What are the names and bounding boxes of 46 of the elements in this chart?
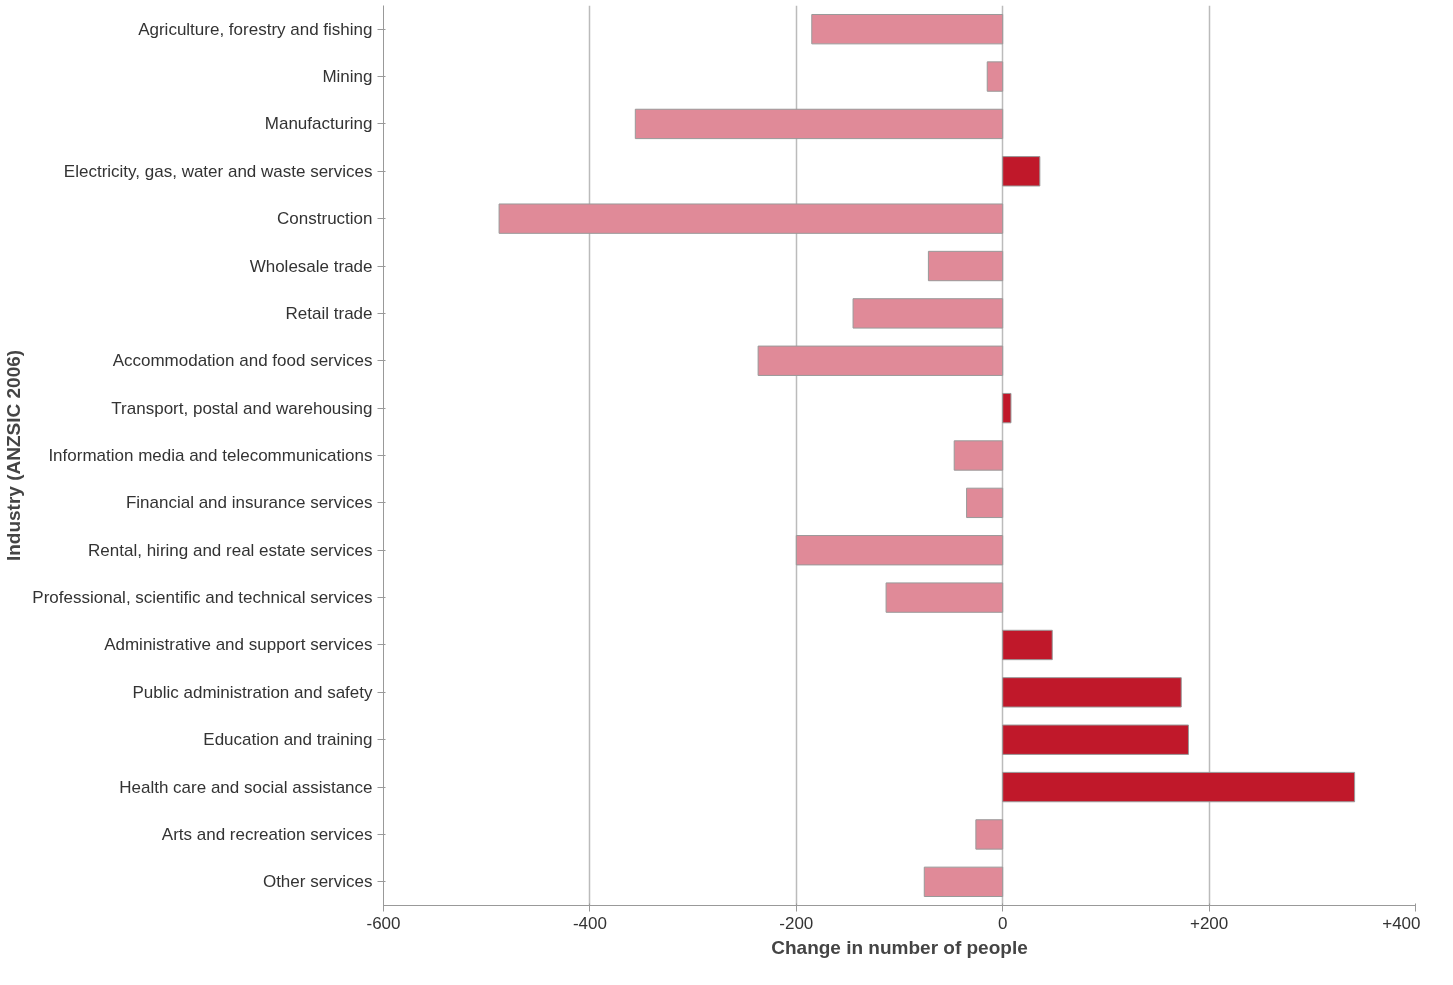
- bar: [1002, 392, 1012, 424]
- bar: [811, 14, 1004, 45]
- x-tick-label: +200: [1189, 913, 1229, 933]
- bar: [498, 203, 1004, 234]
- bar: [953, 440, 1004, 471]
- y-tick-label: Other services: [262, 872, 373, 892]
- y-tick-label: Transport, postal and warehousing: [111, 398, 373, 418]
- y-tick-label: Information media and telecommunications: [48, 446, 373, 465]
- y-tick-label: Mining: [322, 67, 373, 87]
- x-tick-label: -200: [779, 913, 814, 933]
- x-tick-label: 0: [997, 913, 1008, 933]
- bar: [1002, 724, 1189, 755]
- x-tick-label: +400: [1382, 913, 1421, 933]
- y-tick-label: Agriculture, forestry and fishing: [138, 19, 373, 39]
- bar: [927, 250, 1004, 282]
- x-axis-title: Change in number of people: [771, 936, 1028, 958]
- y-tick-label: Professional, scientific and technical services: [32, 588, 373, 608]
- bar: [975, 819, 1004, 850]
- bar: [1002, 156, 1041, 187]
- y-tick-label: Arts and recreation services: [161, 824, 373, 844]
- y-tick-label: Accommodation and food services: [112, 351, 373, 371]
- y-tick-label: Construction: [277, 209, 373, 229]
- bar: [986, 61, 1004, 92]
- bar: [634, 108, 1004, 140]
- y-tick-label: Manufacturing: [264, 114, 373, 134]
- y-tick-label: Financial and insurance services: [125, 493, 373, 513]
- y-tick-label: Rental, hiring and real estate services: [88, 540, 373, 560]
- bar: [966, 487, 1004, 519]
- bar: [1002, 677, 1182, 708]
- x-tick-label: -600: [366, 913, 401, 933]
- bar: [757, 345, 1004, 376]
- y-tick-label: Administrative and support services: [104, 635, 373, 655]
- bar: [795, 535, 1004, 566]
- y-tick-label: Wholesale trade: [249, 256, 373, 276]
- y-tick-label: Retail trade: [285, 303, 373, 323]
- bar: [1002, 771, 1356, 803]
- x-tick-label: -400: [572, 913, 607, 933]
- bar: [885, 582, 1004, 613]
- y-tick-label: Public administration and safety: [132, 682, 373, 702]
- bar: [1002, 629, 1053, 661]
- y-tick-label: Electricity, gas, water and waste services: [63, 161, 373, 181]
- bar: [852, 298, 1004, 329]
- y-tick-label: Health care and social assistance: [119, 777, 373, 797]
- bar: [923, 866, 1004, 897]
- y-axis-title: Industry (ANZSIC 2006): [3, 349, 25, 562]
- y-tick-label: Education and training: [203, 730, 373, 750]
